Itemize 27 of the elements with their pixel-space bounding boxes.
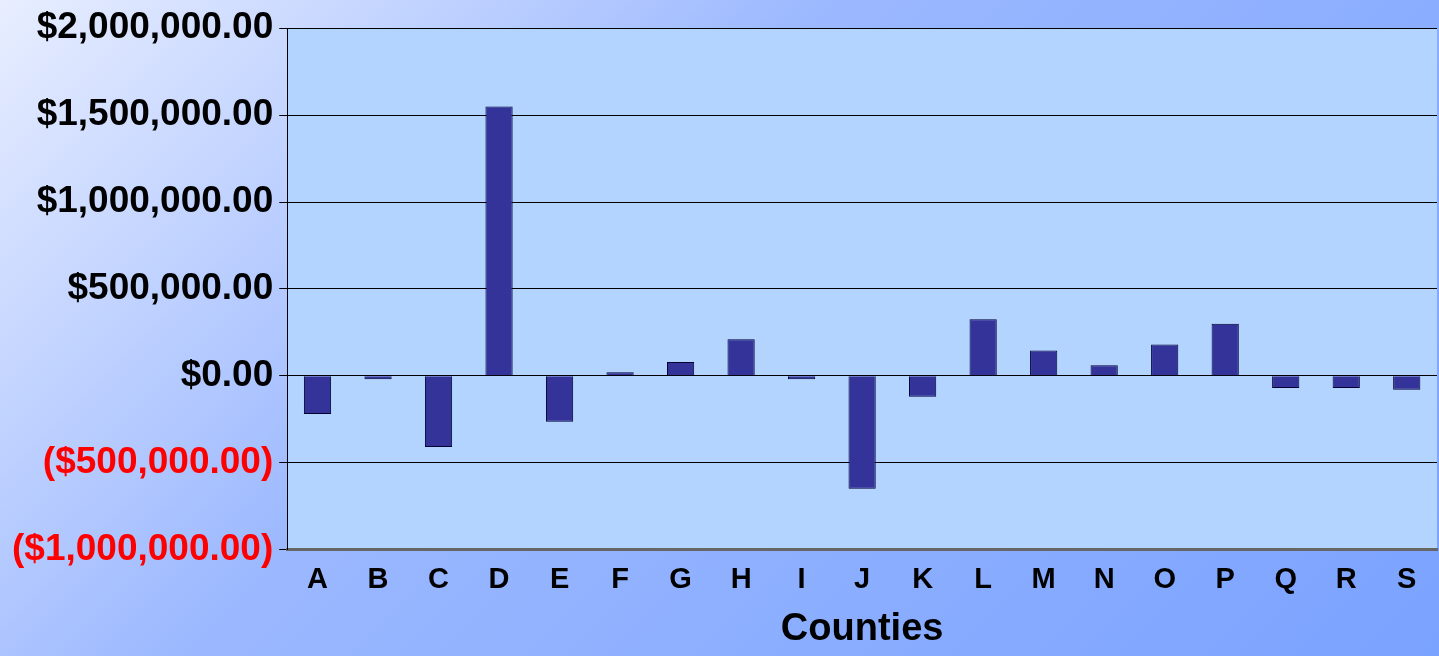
x-tick-label: M (1031, 562, 1056, 594)
x-tick-label: L (974, 562, 993, 594)
x-tick-label: A (307, 562, 329, 594)
y-tick-label: $500,000.00 (67, 266, 274, 308)
x-tick-label: Q (1274, 562, 1297, 594)
x-tick-label: G (669, 562, 692, 594)
x-tick-label: S (1397, 562, 1417, 594)
x-tick-label: K (912, 562, 934, 594)
x-tick-label: B (367, 562, 389, 594)
y-tick-label: ($1,000,000.00) (11, 526, 274, 568)
x-tick-label: N (1093, 562, 1115, 594)
y-tick-label: $0.00 (180, 353, 274, 394)
y-tick-label: $2,000,000.00 (36, 5, 274, 47)
x-tick-label: F (611, 562, 629, 594)
x-tick-label: J (854, 562, 871, 594)
x-axis-title: Counties (780, 605, 944, 648)
x-tick-label: E (549, 562, 570, 594)
x-tick-label: R (1335, 562, 1357, 594)
x-tick-label: H (730, 562, 752, 594)
x-tick-label: P (1215, 562, 1235, 594)
x-tick-label: O (1153, 562, 1176, 594)
y-tick-label: $1,500,000.00 (36, 92, 274, 134)
y-tick-label: $1,000,000.00 (36, 179, 274, 221)
x-tick-label: D (488, 562, 510, 594)
y-tick-label: ($500,000.00) (42, 439, 274, 481)
x-tick-label: C (428, 562, 450, 594)
x-tick-label: I (797, 562, 806, 594)
